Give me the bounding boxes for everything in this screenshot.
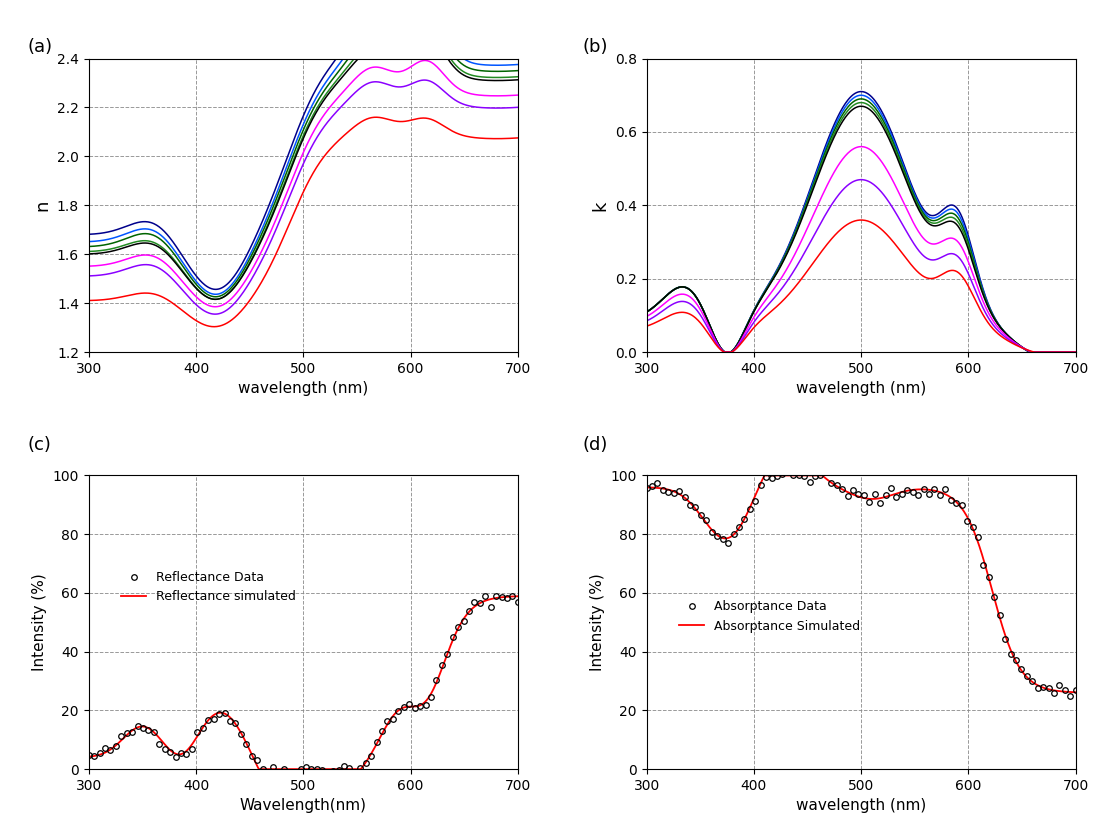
Reflectance simulated	[435, 665, 448, 675]
X-axis label: wavelength (nm): wavelength (nm)	[796, 381, 926, 396]
Y-axis label: k: k	[591, 200, 609, 211]
Reflectance simulated	[253, 764, 266, 774]
Absorptance Simulated	[1059, 686, 1072, 696]
Line: Reflectance simulated: Reflectance simulated	[89, 596, 518, 769]
Text: (a): (a)	[28, 38, 53, 56]
Reflectance simulated	[289, 764, 303, 774]
Reflectance Data	[343, 763, 356, 773]
Reflectance simulated	[315, 764, 328, 774]
Reflectance Data	[511, 597, 525, 607]
Reflectance simulated	[338, 764, 352, 774]
Reflectance Data	[380, 716, 394, 726]
Absorptance Simulated	[896, 487, 909, 497]
Absorptance Simulated	[845, 489, 858, 499]
Y-axis label: Intensity (%): Intensity (%)	[590, 573, 604, 671]
Absorptance Data	[938, 484, 952, 494]
Legend: Reflectance Data, Reflectance simulated: Reflectance Data, Reflectance simulated	[116, 566, 302, 609]
Absorptance Simulated	[1069, 687, 1082, 697]
Reflectance simulated	[501, 592, 515, 602]
Reflectance Data	[283, 770, 296, 780]
Absorptance Simulated	[847, 490, 861, 500]
Line: Absorptance Data: Absorptance Data	[644, 466, 1079, 699]
Text: (c): (c)	[28, 436, 52, 455]
Absorptance Data	[901, 486, 914, 496]
Line: Reflectance Data: Reflectance Data	[85, 593, 520, 777]
Absorptance Simulated	[757, 471, 771, 481]
Reflectance simulated	[82, 752, 95, 762]
Text: (d): (d)	[582, 436, 608, 455]
Text: (b): (b)	[582, 38, 608, 56]
Absorptance Data	[640, 483, 653, 493]
X-axis label: wavelength (nm): wavelength (nm)	[238, 381, 368, 396]
Absorptance Data	[1064, 691, 1077, 701]
Reflectance simulated	[511, 591, 525, 601]
Reflectance Data	[82, 750, 95, 760]
Reflectance simulated	[287, 764, 301, 774]
Absorptance Data	[906, 487, 919, 497]
X-axis label: wavelength (nm): wavelength (nm)	[796, 798, 926, 813]
Y-axis label: Intensity (%): Intensity (%)	[32, 573, 47, 671]
Reflectance Data	[489, 590, 502, 600]
Absorptance Data	[835, 484, 848, 494]
Reflectance Data	[468, 597, 481, 607]
Absorptance Simulated	[873, 493, 886, 503]
Absorptance Data	[1069, 685, 1082, 695]
Legend: Absorptance Data, Absorptance Simulated: Absorptance Data, Absorptance Simulated	[674, 595, 865, 638]
Absorptance Data	[923, 488, 936, 498]
Reflectance Data	[348, 769, 362, 779]
Absorptance Data	[1026, 675, 1039, 686]
Absorptance Simulated	[993, 611, 1006, 621]
Line: Absorptance Simulated: Absorptance Simulated	[647, 476, 1076, 692]
Y-axis label: n: n	[33, 200, 51, 211]
Reflectance Data	[272, 767, 285, 777]
Absorptance Simulated	[640, 482, 653, 492]
Absorptance Data	[781, 464, 794, 474]
Reflectance Data	[365, 751, 378, 761]
X-axis label: Wavelength(nm): Wavelength(nm)	[240, 798, 367, 813]
